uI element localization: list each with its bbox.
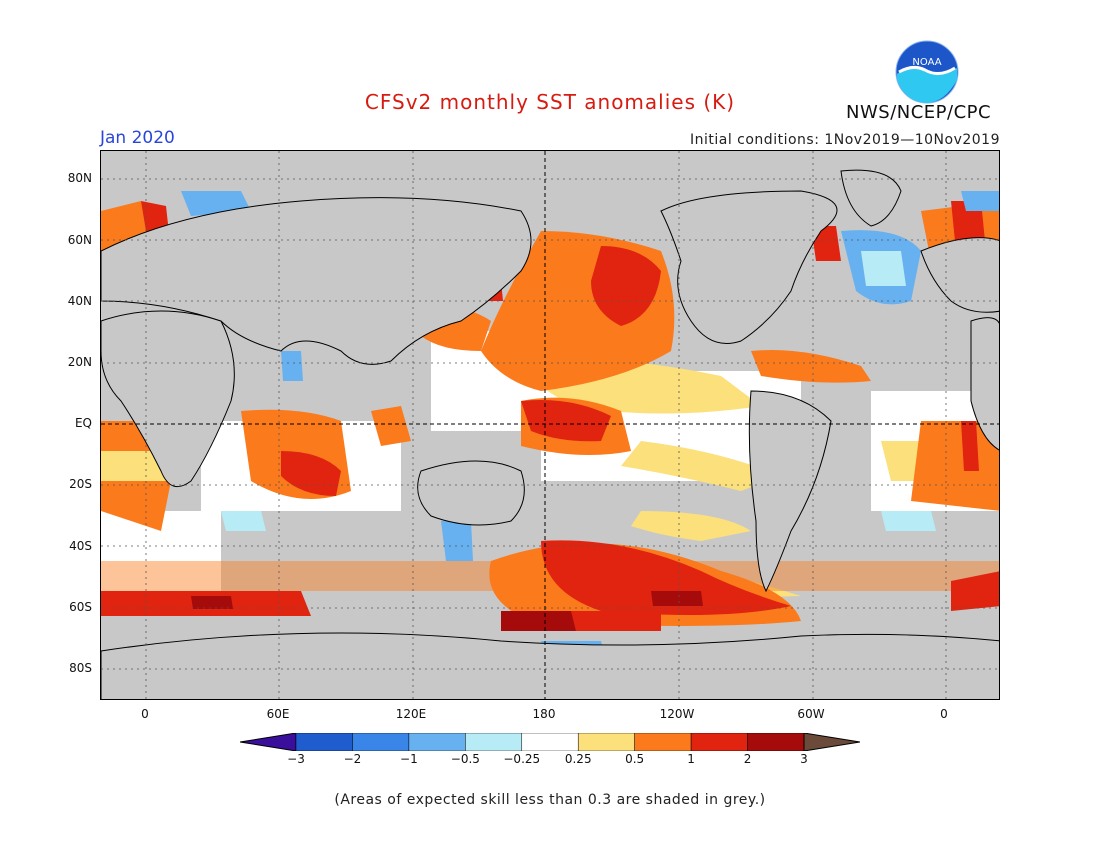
antarctica <box>101 632 999 699</box>
map-canvas <box>101 151 999 699</box>
colorbar-tick-label: 0.25 <box>564 752 592 766</box>
noaa-logo-text: NOAA <box>912 57 941 68</box>
colorbar-segment <box>352 732 410 752</box>
north-america <box>660 190 838 344</box>
continents <box>101 169 999 699</box>
colorbar-segment <box>634 732 692 752</box>
colorbar-segment <box>408 732 466 752</box>
australia <box>417 460 525 526</box>
colorbar-segment <box>295 732 353 752</box>
lon-label: 120W <box>659 707 695 721</box>
lat-label: 20S <box>69 477 92 491</box>
skill-note: (Areas of expected skill less than 0.3 a… <box>334 792 766 808</box>
greenland <box>840 169 902 227</box>
colorbar-tick-label: −0.5 <box>450 752 480 766</box>
colorbar <box>239 732 861 752</box>
grid-lines <box>101 151 999 699</box>
europe-west <box>920 237 999 313</box>
valid-month: Jan 2020 <box>100 128 175 148</box>
colorbar-tick-label: 3 <box>800 752 808 766</box>
colorbar-tick-label: 1 <box>687 752 695 766</box>
colorbar-tick-label: −0.25 <box>503 752 541 766</box>
anomaly-pale-blue <box>221 251 936 531</box>
lat-label: 20N <box>67 355 92 369</box>
lat-label: 60N <box>67 233 92 247</box>
lon-label: 60W <box>797 707 825 721</box>
colorbar-segment <box>690 732 748 752</box>
lon-label: 0 <box>940 707 948 721</box>
colorbar-tick-label: −2 <box>343 752 362 766</box>
colorbar-svg <box>239 732 861 752</box>
lat-label: 40N <box>67 294 92 308</box>
colorbar-tick-label: 2 <box>743 752 752 766</box>
lat-label: 80S <box>69 661 92 675</box>
reference-lines <box>101 151 999 699</box>
noaa-logo: NOAA <box>895 40 959 104</box>
lat-label: 60S <box>69 600 92 614</box>
colorbar-segment <box>577 732 635 752</box>
south-america <box>748 390 832 593</box>
lon-label: 180 <box>532 707 556 721</box>
colorbar-tick-label: −3 <box>287 752 305 766</box>
colorbar-segment <box>747 732 805 752</box>
lon-label: 120E <box>395 707 427 721</box>
agency-label: NWS/NCEP/CPC <box>846 102 992 123</box>
lon-label: 0 <box>141 707 149 721</box>
lon-label: 60E <box>266 707 290 721</box>
eurasia <box>101 197 532 365</box>
colorbar-tick-label: −1 <box>400 752 418 766</box>
anomaly-darkred <box>191 591 703 631</box>
colorbar-tick-label: 0.5 <box>625 752 645 766</box>
colorbar-segment <box>465 732 523 752</box>
lat-label: 80N <box>67 171 92 185</box>
sst-anomaly-map <box>100 150 1000 700</box>
colorbar-min-triangle <box>239 732 297 752</box>
chart-title: CFSv2 monthly SST anomalies (K) <box>364 90 736 114</box>
lat-label: 40S <box>69 539 92 553</box>
colorbar-segment <box>521 732 579 752</box>
initial-conditions: Initial conditions: 1Nov2019—10Nov2019 <box>689 132 1000 148</box>
colorbar-max-triangle <box>803 732 861 752</box>
lat-label: EQ <box>74 416 92 430</box>
africa-east <box>970 317 999 451</box>
